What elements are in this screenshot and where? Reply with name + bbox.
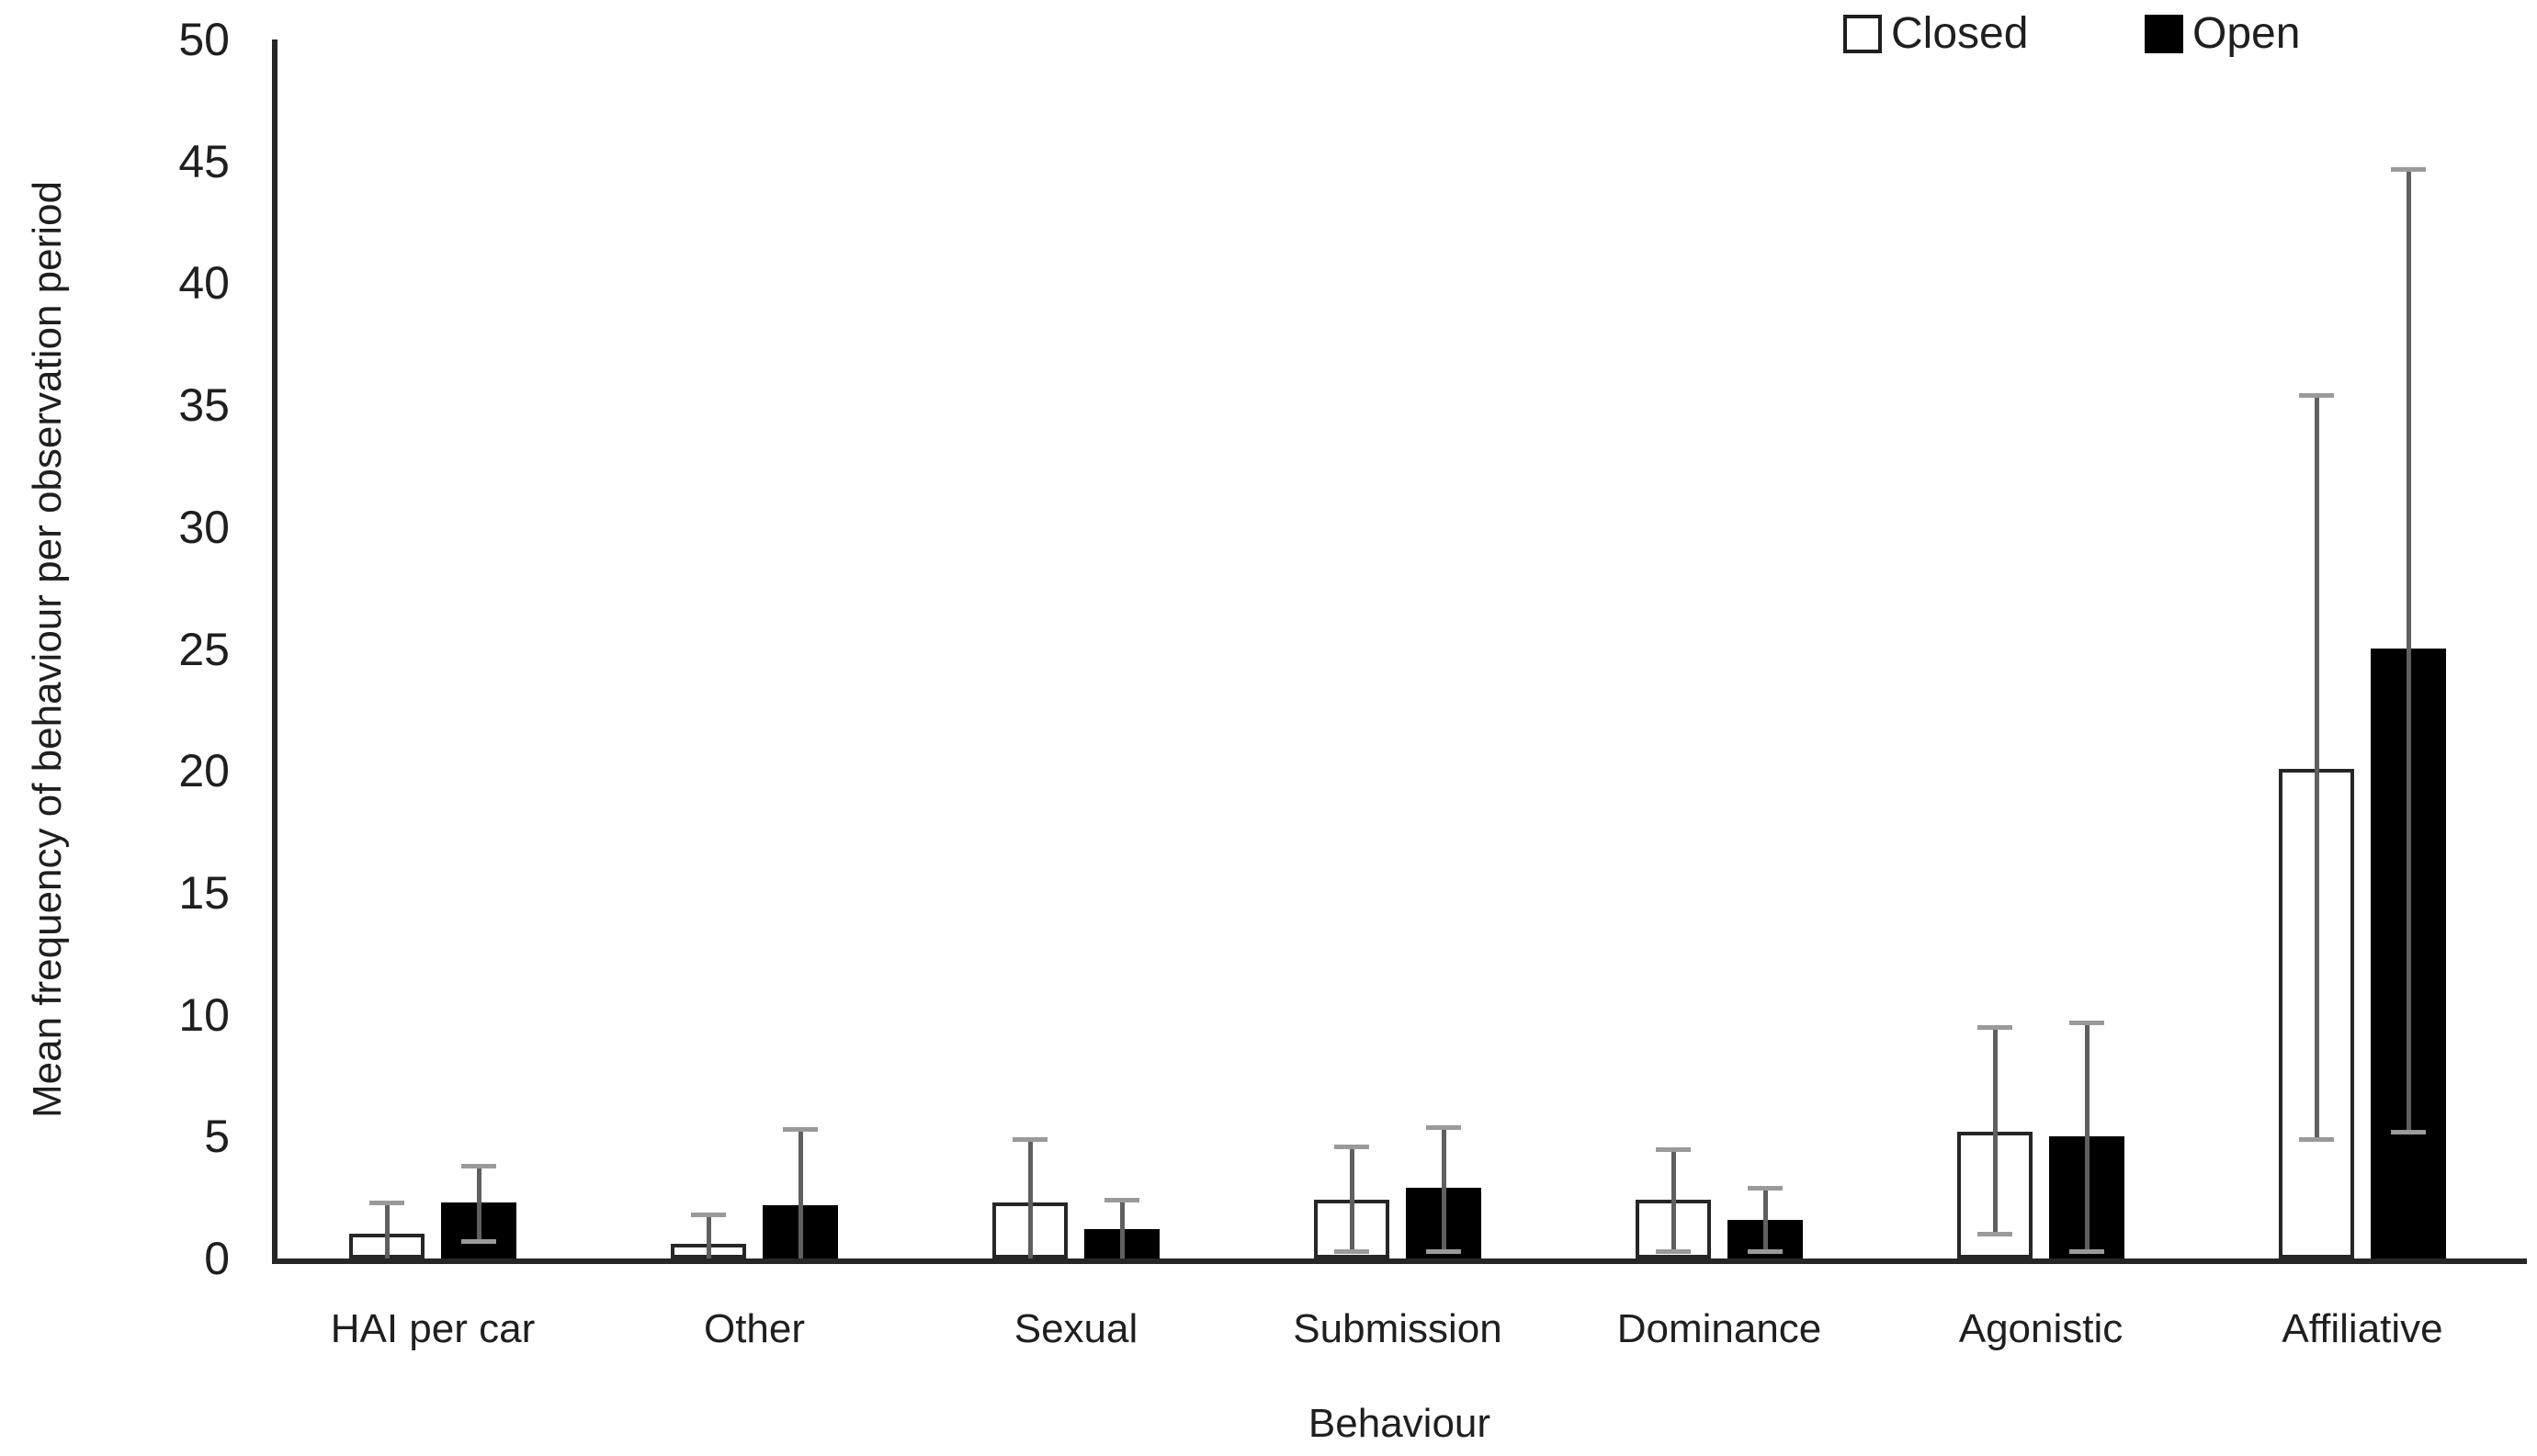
error-bar-cap-top-open-3: [1426, 1124, 1461, 1130]
x-tick-label-0: HAI per car: [330, 1306, 536, 1351]
error-bar-cap-bottom-closed-3: [1334, 1249, 1369, 1255]
error-bar-line-open-1: [798, 1129, 803, 1258]
error-bar-line-closed-4: [1671, 1148, 1676, 1252]
y-tick-label-5: 5: [204, 1111, 230, 1163]
error-bar-cap-bottom-open-5: [2069, 1249, 2104, 1255]
error-bar-cap-top-open-5: [2069, 1020, 2104, 1025]
y-tick-label-0: 0: [204, 1233, 230, 1284]
error-bar-line-open-4: [1763, 1188, 1768, 1252]
error-bar-cap-top-open-4: [1748, 1186, 1783, 1191]
error-bar-line-open-0: [477, 1166, 481, 1242]
x-tick-label-6: Affiliative: [2282, 1306, 2443, 1351]
error-bar-cap-bottom-open-4: [1748, 1249, 1783, 1255]
error-bar-line-open-5: [2085, 1021, 2090, 1252]
y-tick-label-50: 50: [178, 14, 230, 65]
error-bar-cap-bottom-closed-4: [1656, 1249, 1691, 1255]
error-bar-cap-bottom-open-6: [2391, 1129, 2426, 1134]
error-bar-cap-top-closed-3: [1334, 1144, 1369, 1149]
error-bar-cap-top-closed-6: [2299, 393, 2334, 399]
error-bar-cap-bottom-open-0: [461, 1239, 496, 1245]
error-bar-cap-top-open-6: [2391, 166, 2426, 172]
error-bar-cap-bottom-open-3: [1426, 1249, 1461, 1255]
error-bar-line-open-3: [1442, 1126, 1446, 1252]
x-axis-title: Behaviour: [1308, 1401, 1491, 1446]
error-bar-cap-bottom-closed-5: [1977, 1232, 2012, 1237]
error-bar-line-open-2: [1120, 1200, 1125, 1258]
error-bar-line-open-6: [2407, 168, 2411, 1132]
x-tick-label-5: Agonistic: [1958, 1306, 2124, 1351]
y-tick-label-45: 45: [178, 135, 230, 187]
error-bar-line-closed-2: [1028, 1138, 1033, 1258]
error-bar-cap-top-closed-4: [1656, 1146, 1691, 1152]
error-bar-line-closed-5: [1993, 1026, 1998, 1235]
y-tick-label-25: 25: [178, 623, 230, 675]
y-tick-label-30: 30: [178, 501, 230, 553]
error-bar-cap-top-open-2: [1104, 1198, 1139, 1203]
y-tick-label-10: 10: [178, 988, 230, 1041]
error-bar-cap-top-closed-5: [1977, 1024, 2012, 1030]
y-tick-label-20: 20: [178, 745, 230, 797]
error-bar-cap-bottom-closed-6: [2299, 1136, 2334, 1142]
y-tick-label-35: 35: [178, 379, 230, 432]
error-bar-cap-top-closed-2: [1013, 1136, 1048, 1142]
legend-swatch-open: [2145, 15, 2183, 53]
legend-swatch-closed: [1843, 15, 1882, 53]
x-tick-label-1: Other: [703, 1306, 806, 1351]
x-tick-label-3: Submission: [1293, 1306, 1502, 1351]
error-bar-cap-top-closed-1: [691, 1213, 726, 1218]
x-tick-label-2: Sexual: [1014, 1306, 1138, 1351]
legend-label-open: Open: [2192, 9, 2301, 58]
error-bar-cap-top-open-0: [461, 1164, 496, 1169]
y-axis-line: [272, 40, 277, 1264]
y-tick-label-40: 40: [178, 257, 230, 310]
error-bar-cap-top-closed-0: [369, 1200, 404, 1205]
x-axis-line: [272, 1258, 2527, 1264]
error-bar-line-closed-6: [2315, 395, 2319, 1139]
error-bar-line-closed-0: [385, 1202, 390, 1258]
legend-label-closed: Closed: [1891, 9, 2029, 58]
x-tick-label-4: Dominance: [1616, 1306, 1822, 1351]
error-bar-line-closed-1: [707, 1214, 711, 1258]
error-bar-line-closed-3: [1350, 1146, 1354, 1252]
y-tick-label-15: 15: [178, 866, 230, 919]
error-bar-cap-top-open-1: [783, 1127, 818, 1133]
